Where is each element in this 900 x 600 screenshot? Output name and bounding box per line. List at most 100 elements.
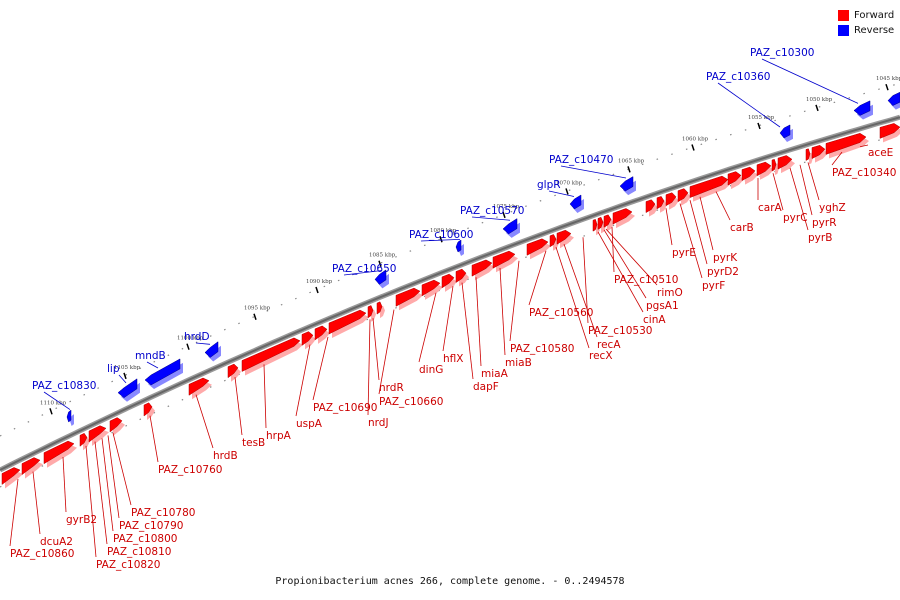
- forward-gene-label-leader: [499, 267, 506, 356]
- reverse-gene: [502, 218, 518, 235]
- forward-gene-label: carA: [758, 202, 783, 214]
- forward-gene: [805, 148, 811, 161]
- scale-ticks: 1045 kbp 1050 kbp 1055 kbp 1060 kbp 1065 kbp…: [0, 76, 900, 488]
- reverse-gene: [144, 358, 181, 386]
- tick-mark: [691, 144, 695, 151]
- reverse-gene: [619, 176, 634, 192]
- forward-gene-label-leader: [715, 191, 731, 221]
- tick-mark: [315, 286, 319, 294]
- forward-gene-label: tesB: [242, 437, 265, 449]
- forward-gene: [227, 363, 239, 379]
- legend-forward: Forward: [838, 8, 894, 23]
- tick-label: 1100 kbp: [177, 336, 204, 342]
- forward-gene-label-leader: [859, 144, 869, 148]
- forward-gene-label-leader: [679, 203, 703, 279]
- forward-gene: [727, 171, 742, 186]
- forward-gene-label-leader: [442, 286, 454, 352]
- tick-mark: [49, 408, 53, 415]
- forward-gene: [492, 250, 516, 269]
- reverse-gene-label-leader: [43, 391, 71, 410]
- forward-gene-label: PAZ_c10760: [158, 464, 222, 476]
- forward-gene-label-leader: [101, 438, 114, 532]
- forward-gene: [88, 425, 107, 443]
- forward-gene: [597, 216, 604, 230]
- legend: Forward Reverse: [838, 8, 894, 38]
- forward-gene: [741, 166, 756, 182]
- reverse-gene-label-leader: [343, 270, 383, 276]
- tick-mark: [757, 122, 761, 130]
- legend-forward-label: Forward: [854, 10, 895, 21]
- forward-gene-shadow: [47, 445, 77, 468]
- forward-gene-label-leader: [665, 208, 673, 246]
- forward-gene-shadow: [245, 341, 303, 376]
- forward-gene: [79, 432, 88, 447]
- reverse-gene-label: PAZ_c10600: [409, 229, 473, 241]
- forward-gene: [43, 440, 75, 465]
- forward-gene-label: pyrF: [702, 280, 725, 292]
- reverse-gene-label-leader: [548, 190, 575, 197]
- reverse-gene: [374, 269, 387, 285]
- forward-gene-shadow: [332, 314, 369, 338]
- forward-gene-label-leader: [418, 292, 437, 363]
- forward-gene-label-leader: [563, 244, 598, 338]
- forward-gene: [421, 279, 441, 297]
- forward-gene-label-leader: [263, 364, 267, 429]
- reverse-gene-label: PAZ_c10830: [32, 380, 96, 392]
- forward-gene-label: PAZ_c10690: [313, 402, 377, 414]
- forward-gene-label: hflX: [443, 353, 463, 365]
- forward-gene-label: PAZ_c10860: [10, 548, 74, 560]
- tick-label: 1055 kbp: [748, 115, 775, 121]
- forward-gene-label-leader: [107, 435, 120, 519]
- tick-label: 1110 kbp: [40, 400, 67, 406]
- tick-mark: [253, 313, 257, 320]
- forward-gene-label-leader: [85, 445, 97, 558]
- reverse-gene: [455, 239, 462, 253]
- reverse-gene: [779, 124, 791, 139]
- forward-gene-label: dinG: [419, 364, 443, 376]
- forward-gene-label-leader: [555, 246, 590, 349]
- backbone-line: [0, 116, 900, 471]
- forward-gene-label-leader: [689, 200, 708, 265]
- tick-label: 1095 kbp: [244, 306, 271, 312]
- forward-gene-label: PAZ_c10530: [588, 325, 652, 337]
- tick-mark: [815, 104, 819, 112]
- forward-gene: [241, 337, 301, 372]
- forward-gene: [879, 123, 900, 139]
- forward-gene: [367, 305, 374, 319]
- reverse-gene-label: PAZ_c10470: [549, 154, 613, 166]
- forward-gene-label: PAZ_c10660: [379, 396, 443, 408]
- forward-gene: [777, 155, 793, 170]
- forward-gene-label: pyrK: [713, 252, 738, 264]
- forward-gene-label: PAZ_c10790: [119, 520, 183, 532]
- reverse-gene-label: PAZ_c10300: [750, 47, 814, 59]
- forward-gene-label: pyrR: [812, 217, 837, 229]
- forward-gene-label-leader: [799, 164, 813, 216]
- forward-gene-shadow: [399, 292, 423, 311]
- reverse-gene-label-leader: [717, 82, 781, 128]
- reverse-gene-label: PAZ_c10650: [332, 263, 396, 275]
- forward-gene: [665, 192, 677, 207]
- forward-gene-label: PAZ_c10800: [113, 533, 177, 545]
- forward-gene-label-leader: [372, 318, 380, 381]
- forward-gene-label-leader: [62, 456, 67, 513]
- forward-gene-label: PAZ_c10560: [529, 307, 593, 319]
- tick-mark: [565, 188, 569, 195]
- forward-gene: [549, 234, 557, 248]
- forward-gene-label: PAZ_c10340: [832, 167, 896, 179]
- forward-gene: [188, 377, 210, 396]
- forward-gene: [441, 273, 455, 289]
- reverse-gene-label: hrdD: [184, 331, 210, 343]
- forward-gene-label-leader: [94, 441, 108, 545]
- reverse-gene-label: PAZ_c10570: [460, 205, 524, 217]
- reverse-gene-label: mndB: [135, 350, 166, 362]
- tick-label: 1045 kbp: [876, 76, 900, 82]
- forward-gene: [109, 417, 123, 433]
- forward-gene: [455, 268, 467, 283]
- tick-label: 1105 kbp: [114, 365, 141, 371]
- forward-gene-label-leader: [112, 432, 132, 506]
- forward-gene: [825, 133, 867, 155]
- forward-gene-label: pyrB: [808, 232, 832, 244]
- forward-gene-label-leader: [32, 471, 41, 535]
- forward-gene-label-leader: [234, 377, 243, 436]
